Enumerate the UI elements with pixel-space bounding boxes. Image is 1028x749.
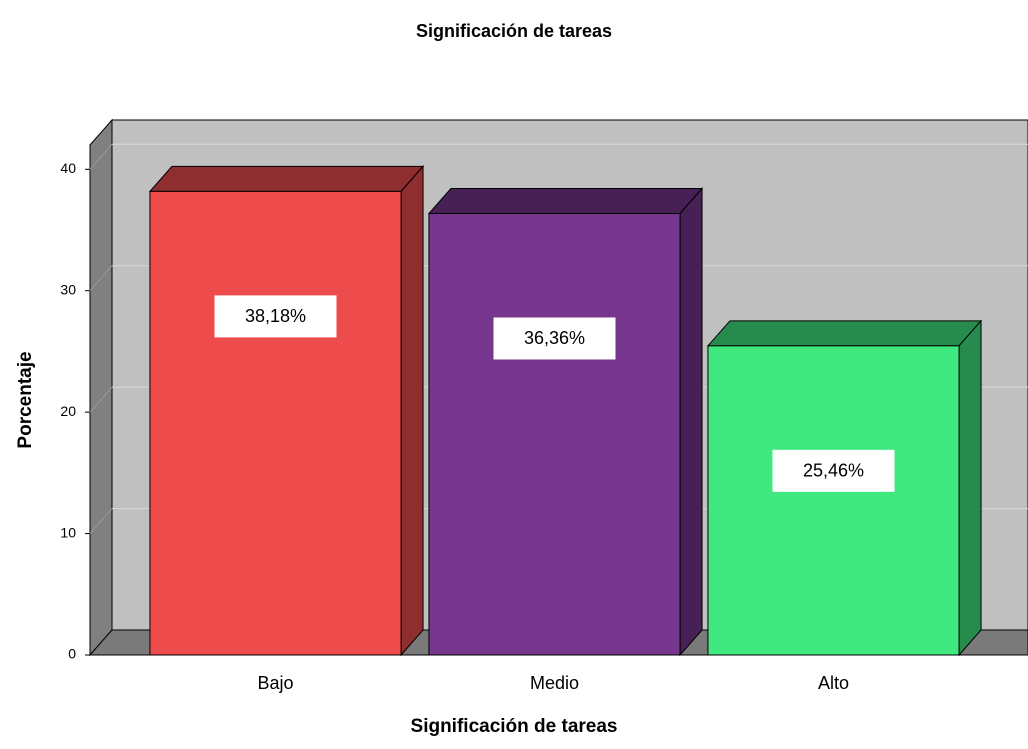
value-label-box xyxy=(214,295,337,338)
value-label: 36,36% xyxy=(524,328,585,348)
value-label: 38,18% xyxy=(245,306,306,326)
y-tick-label: 30 xyxy=(60,281,76,297)
bar xyxy=(428,212,681,656)
y-axis-label: Porcentaje xyxy=(15,351,36,448)
y-tick-label: 10 xyxy=(60,524,76,540)
grid-line xyxy=(89,143,113,170)
grid-line xyxy=(89,508,113,534)
bar xyxy=(707,345,960,656)
bar-side xyxy=(958,319,982,657)
value-label: 25,46% xyxy=(803,461,864,481)
bar-top xyxy=(706,320,983,347)
x-axis-label: Significación de tareas xyxy=(411,716,618,737)
chart-title: Significación de tareas xyxy=(416,21,612,41)
y-tick-label: 0 xyxy=(68,646,76,662)
y-tick-label: 20 xyxy=(60,403,76,419)
x-tick-label: Medio xyxy=(530,673,579,693)
grid-line xyxy=(89,386,113,413)
bar-top xyxy=(427,187,704,214)
bar-side xyxy=(400,165,424,657)
x-tick-label: Bajo xyxy=(257,673,293,693)
left-wall xyxy=(89,118,113,657)
bar xyxy=(149,190,402,656)
value-label-box xyxy=(493,317,616,360)
bar-top xyxy=(148,165,425,192)
value-label-box xyxy=(772,449,895,492)
y-tick-label: 40 xyxy=(60,160,76,176)
bar-side xyxy=(679,187,703,657)
grid-line xyxy=(89,265,113,292)
x-tick-label: Alto xyxy=(818,673,849,693)
